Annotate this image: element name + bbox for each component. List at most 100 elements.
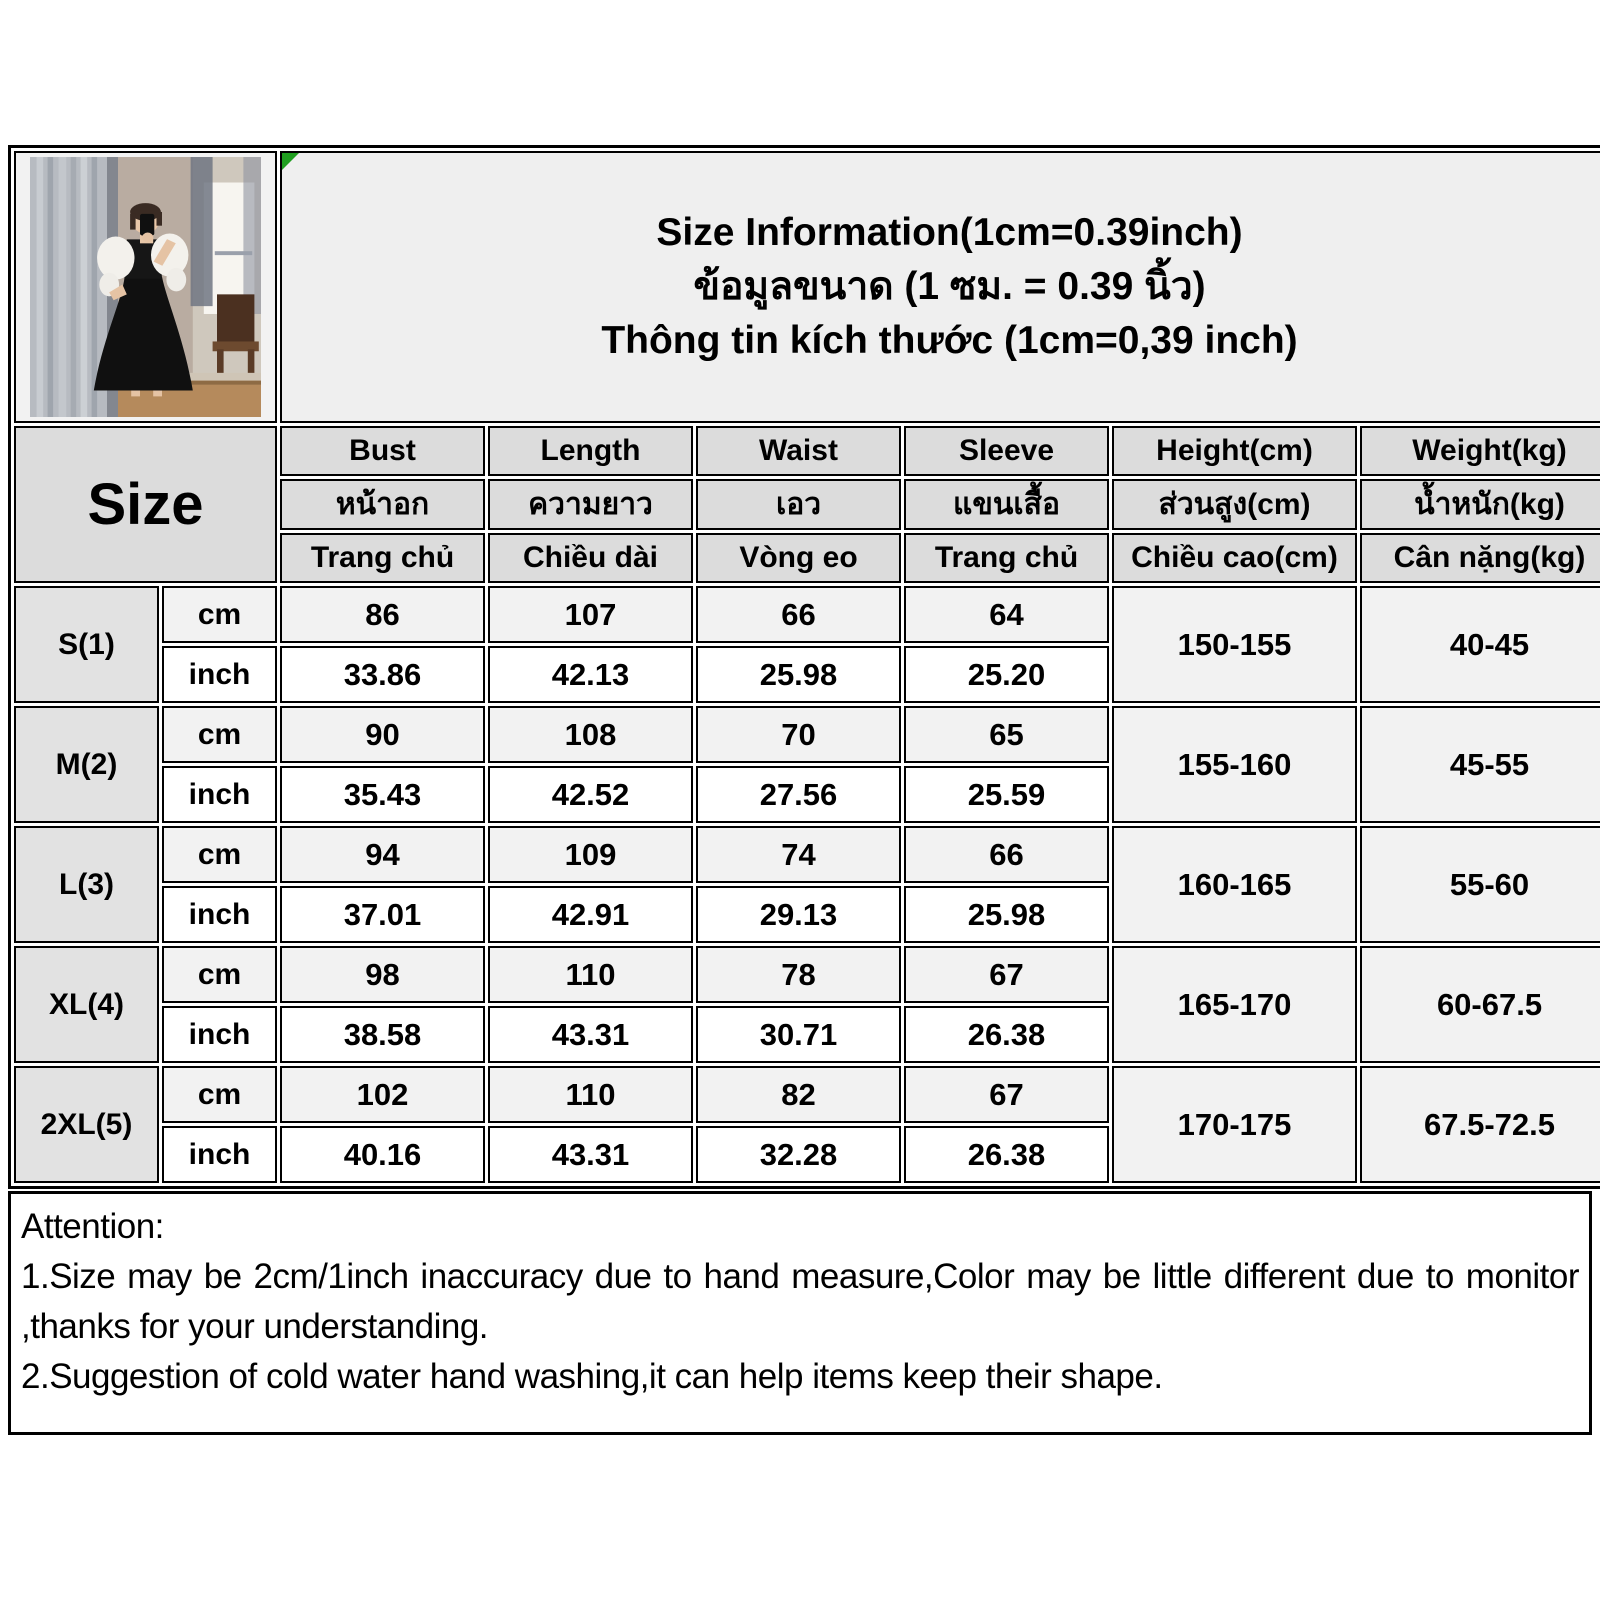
col-header-weight-th: น้ำหนัก(kg): [1360, 479, 1600, 530]
size-table: Size Information(1cm=0.39inch) ข้อมูลขนา…: [8, 145, 1600, 1189]
unit-label-cm: cm: [162, 706, 277, 763]
table-row: 2XL(5) cm 102 110 82 67 170-175 67.5-72.…: [14, 1066, 1600, 1183]
data-cell-sleeve-inch: 25.59: [904, 766, 1109, 823]
data-cell-sleeve-cm: 66: [904, 826, 1109, 883]
attention-note: Attention: 1.Size may be 2cm/1inch inacc…: [8, 1191, 1592, 1435]
weight-range-cell: 67.5-72.5: [1360, 1066, 1600, 1183]
data-cell-waist-inch: 32.28: [696, 1126, 901, 1183]
data-cell-bust-inch: 40.16: [280, 1126, 485, 1183]
data-cell-length-inch: 43.31: [488, 1006, 693, 1063]
table-row: S(1) cm 86 107 66 64 150-155 40-45: [14, 586, 1600, 703]
col-header-bust-en: Bust: [280, 426, 485, 476]
title-cell: Size Information(1cm=0.39inch) ข้อมูลขนา…: [280, 151, 1600, 423]
data-cell-bust-inch: 38.58: [280, 1006, 485, 1063]
data-cell-sleeve-cm: 67: [904, 946, 1109, 1003]
data-cell-sleeve-inch: 26.38: [904, 1126, 1109, 1183]
unit-label-inch: inch: [162, 766, 277, 823]
header-row-th: หน้าอก ความยาว เอว แขนเสื้อ ส่วนสูง(cm) …: [14, 479, 1600, 530]
data-cell-bust-cm: 98: [280, 946, 485, 1003]
height-range-cell: 165-170: [1112, 946, 1357, 1063]
col-header-weight-vi: Cân nặng(kg): [1360, 533, 1600, 583]
data-cell-length-cm: 107: [488, 586, 693, 643]
height-range-cell: 160-165: [1112, 826, 1357, 943]
data-cell-length-cm: 108: [488, 706, 693, 763]
table-row: inch 38.58 43.31 30.71 26.38: [14, 1006, 1600, 1063]
col-header-height-en: Height(cm): [1112, 426, 1357, 476]
data-cell-waist-inch: 27.56: [696, 766, 901, 823]
col-header-bust-vi: Trang chủ: [280, 533, 485, 583]
data-cell-sleeve-inch: 26.38: [904, 1006, 1109, 1063]
data-cell-length-inch: 43.31: [488, 1126, 693, 1183]
header-row-vi: Trang chủ Chiều dài Vòng eo Trang chủ Ch…: [14, 533, 1600, 583]
attention-line-2: 2.Suggestion of cold water hand washing,…: [21, 1357, 1163, 1396]
col-header-sleeve-en: Sleeve: [904, 426, 1109, 476]
data-cell-waist-inch: 30.71: [696, 1006, 901, 1063]
attention-line-1: 1.Size may be 2cm/1inch inaccuracy due t…: [21, 1257, 1580, 1346]
data-cell-bust-inch: 37.01: [280, 886, 485, 943]
data-cell-length-inch: 42.52: [488, 766, 693, 823]
size-row-label: XL(4): [14, 946, 159, 1063]
data-cell-length-cm: 110: [488, 1066, 693, 1123]
data-cell-length-inch: 42.13: [488, 646, 693, 703]
data-cell-length-cm: 109: [488, 826, 693, 883]
col-header-waist-th: เอว: [696, 479, 901, 530]
col-header-weight-en: Weight(kg): [1360, 426, 1600, 476]
table-row: L(3) cm 94 109 74 66 160-165 55-60: [14, 826, 1600, 943]
data-cell-length-inch: 42.91: [488, 886, 693, 943]
data-cell-bust-cm: 94: [280, 826, 485, 883]
height-range-cell: 155-160: [1112, 706, 1357, 823]
data-cell-waist-inch: 25.98: [696, 646, 901, 703]
col-header-length-th: ความยาว: [488, 479, 693, 530]
col-header-height-vi: Chiều cao(cm): [1112, 533, 1357, 583]
data-cell-waist-cm: 66: [696, 586, 901, 643]
weight-range-cell: 60-67.5: [1360, 946, 1600, 1063]
col-header-length-vi: Chiều dài: [488, 533, 693, 583]
data-cell-waist-cm: 70: [696, 706, 901, 763]
weight-range-cell: 55-60: [1360, 826, 1600, 943]
unit-label-inch: inch: [162, 886, 277, 943]
size-header: Size: [14, 426, 277, 583]
data-cell-length-cm: 110: [488, 946, 693, 1003]
data-cell-bust-cm: 90: [280, 706, 485, 763]
data-cell-bust-cm: 102: [280, 1066, 485, 1123]
table-row: M(2) cm 90 108 70 65 155-160 45-55: [14, 706, 1600, 823]
size-chart-sheet: Size Information(1cm=0.39inch) ข้อมูลขนา…: [8, 145, 1600, 1435]
attention-heading: Attention:: [21, 1207, 164, 1246]
table-row: inch 33.86 42.13 25.98 25.20: [14, 646, 1600, 703]
data-cell-sleeve-cm: 64: [904, 586, 1109, 643]
col-header-height-th: ส่วนสูง(cm): [1112, 479, 1357, 530]
unit-label-cm: cm: [162, 1066, 277, 1123]
data-cell-bust-inch: 35.43: [280, 766, 485, 823]
col-header-length-en: Length: [488, 426, 693, 476]
col-header-bust-th: หน้าอก: [280, 479, 485, 530]
height-range-cell: 150-155: [1112, 586, 1357, 703]
data-cell-waist-inch: 29.13: [696, 886, 901, 943]
title-row: Size Information(1cm=0.39inch) ข้อมูลขนา…: [14, 151, 1600, 423]
data-cell-sleeve-inch: 25.20: [904, 646, 1109, 703]
table-row: inch 40.16 43.31 32.28 26.38: [14, 1126, 1600, 1183]
unit-label-inch: inch: [162, 1006, 277, 1063]
size-row-label: 2XL(5): [14, 1066, 159, 1183]
data-cell-bust-cm: 86: [280, 586, 485, 643]
table-row: XL(4) cm 98 110 78 67 165-170 60-67.5: [14, 946, 1600, 1063]
height-range-cell: 170-175: [1112, 1066, 1357, 1183]
size-row-label: L(3): [14, 826, 159, 943]
col-header-waist-en: Waist: [696, 426, 901, 476]
table-row: inch 37.01 42.91 29.13 25.98: [14, 886, 1600, 943]
title-vi: Thông tin kích thước (1cm=0,39 inch): [601, 319, 1298, 362]
col-header-waist-vi: Vòng eo: [696, 533, 901, 583]
data-cell-sleeve-cm: 65: [904, 706, 1109, 763]
product-photo-cell: [14, 151, 277, 423]
weight-range-cell: 45-55: [1360, 706, 1600, 823]
data-cell-waist-cm: 78: [696, 946, 901, 1003]
header-row-en: Size Bust Length Waist Sleeve Height(cm)…: [14, 426, 1600, 583]
data-cell-waist-cm: 74: [696, 826, 901, 883]
title-en: Size Information(1cm=0.39inch): [656, 211, 1243, 254]
unit-label-inch: inch: [162, 646, 277, 703]
excel-corner-marker-icon: [282, 153, 299, 170]
data-cell-sleeve-inch: 25.98: [904, 886, 1109, 943]
product-photo-illustration: [30, 157, 261, 417]
data-cell-bust-inch: 33.86: [280, 646, 485, 703]
col-header-sleeve-vi: Trang chủ: [904, 533, 1109, 583]
weight-range-cell: 40-45: [1360, 586, 1600, 703]
